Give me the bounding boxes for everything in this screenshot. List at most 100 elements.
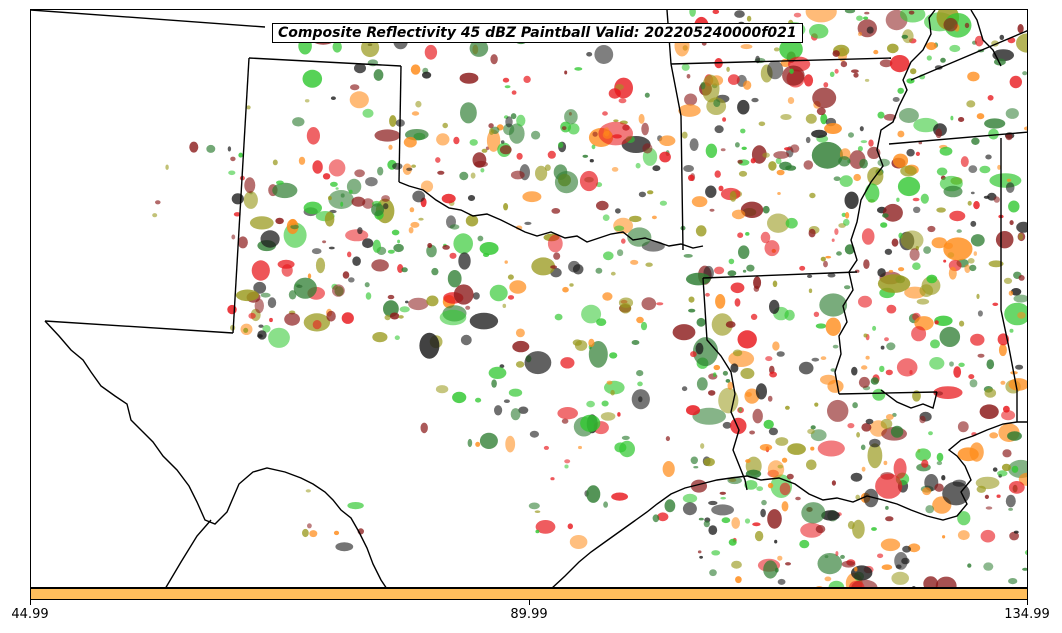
reflectivity-blob — [836, 251, 842, 256]
reflectivity-blob — [744, 388, 760, 404]
reflectivity-blob — [409, 207, 415, 213]
reflectivity-blob — [503, 399, 510, 404]
reflectivity-blob — [713, 364, 721, 371]
reflectivity-blob — [988, 128, 999, 140]
reflectivity-blob — [773, 47, 780, 52]
reflectivity-blob — [581, 304, 602, 324]
reflectivity-blob — [923, 576, 939, 587]
reflectivity-blob — [790, 144, 800, 153]
reflectivity-blob — [848, 132, 854, 138]
gulf-coastline — [552, 421, 1027, 587]
reflectivity-blob — [312, 320, 322, 330]
reflectivity-blob — [867, 443, 883, 469]
reflectivity-blob — [554, 313, 563, 321]
reflectivity-blob — [335, 542, 354, 552]
reflectivity-blob — [988, 260, 1004, 268]
reflectivity-blob — [858, 295, 872, 308]
reflectivity-blob — [657, 512, 669, 522]
reflectivity-blob — [507, 295, 515, 300]
reflectivity-blob — [900, 10, 926, 23]
reflectivity-blob — [773, 151, 790, 159]
reflectivity-blob — [459, 72, 479, 84]
reflectivity-blob — [656, 302, 664, 306]
reflectivity-blob — [1001, 463, 1011, 472]
reflectivity-blob — [737, 330, 757, 349]
reflectivity-blob — [883, 460, 888, 466]
reflectivity-blob — [155, 200, 161, 205]
reflectivity-blob — [900, 165, 917, 177]
reflectivity-blob — [708, 390, 716, 396]
reflectivity-blob — [686, 272, 711, 286]
reflectivity-blob — [398, 315, 404, 319]
reflectivity-blob — [330, 96, 336, 100]
reflectivity-blob — [768, 427, 779, 436]
reflectivity-blob — [235, 289, 259, 302]
reflectivity-blob — [206, 144, 216, 153]
reflectivity-blob — [840, 554, 845, 559]
reflectivity-blob — [915, 448, 931, 462]
reflectivity-blob — [609, 352, 618, 359]
reflectivity-blob — [610, 271, 616, 276]
reflectivity-blob — [488, 366, 507, 379]
reflectivity-blob — [465, 214, 479, 227]
reflectivity-blob — [949, 361, 954, 367]
reflectivity-blob — [630, 259, 639, 265]
reflectivity-blob — [592, 131, 598, 137]
reflectivity-blob — [510, 170, 525, 180]
reflectivity-blob — [844, 191, 859, 209]
reflectivity-blob — [763, 560, 778, 579]
reflectivity-blob — [420, 422, 428, 434]
reflectivity-blob — [852, 519, 865, 539]
reflectivity-blob — [640, 321, 648, 331]
reflectivity-blob — [528, 502, 540, 510]
reflectivity-blob — [403, 136, 417, 148]
reflectivity-blob — [516, 114, 526, 127]
reflectivity-blob — [564, 464, 569, 469]
reflectivity-blob — [488, 123, 494, 129]
reflectivity-blob — [518, 406, 529, 414]
reflectivity-blob — [547, 150, 556, 159]
reflectivity-blob — [866, 26, 874, 34]
reflectivity-blob — [1008, 378, 1027, 391]
reflectivity-blob — [387, 249, 395, 254]
reflectivity-blob — [933, 386, 963, 399]
reflectivity-blob — [833, 176, 841, 181]
reflectivity-blob — [853, 72, 859, 78]
map-canvas — [31, 10, 1027, 587]
reflectivity-blob — [490, 54, 498, 65]
reflectivity-blob — [1022, 567, 1027, 571]
reflectivity-blob — [374, 129, 401, 142]
mo-ar-border — [670, 57, 892, 65]
reflectivity-blob — [879, 365, 885, 373]
reflectivity-blob — [610, 389, 615, 396]
reflectivity-blob — [767, 509, 782, 529]
reflectivity-blob — [611, 492, 628, 501]
reflectivity-blob — [817, 553, 843, 575]
reflectivity-blob — [730, 417, 747, 435]
ok-ar-border — [670, 63, 684, 251]
reflectivity-blob — [799, 539, 810, 549]
reflectivity-blob — [515, 328, 525, 338]
reflectivity-blob — [753, 276, 762, 290]
reflectivity-blob — [703, 457, 715, 467]
reflectivity-blob — [901, 557, 910, 565]
reflectivity-blob — [727, 74, 740, 85]
reflectivity-blob — [911, 326, 927, 342]
reflectivity-blob — [1008, 200, 1020, 213]
reflectivity-blob — [591, 144, 596, 150]
reflectivity-blob — [992, 302, 999, 306]
reflectivity-blob — [912, 197, 920, 202]
reflectivity-blob — [682, 502, 697, 516]
reflectivity-blob — [659, 135, 676, 146]
reflectivity-blob — [803, 160, 814, 170]
reflectivity-blob — [483, 253, 490, 257]
reflectivity-blob — [561, 126, 567, 131]
reflectivity-blob — [477, 235, 484, 242]
reflectivity-blob — [705, 143, 718, 158]
reflectivity-blob — [901, 34, 909, 39]
reflectivity-blob — [442, 245, 450, 250]
reflectivity-blob — [718, 185, 724, 192]
reflectivity-blob — [596, 200, 609, 211]
reflectivity-blob — [975, 476, 1000, 490]
reflectivity-blob — [725, 321, 736, 328]
